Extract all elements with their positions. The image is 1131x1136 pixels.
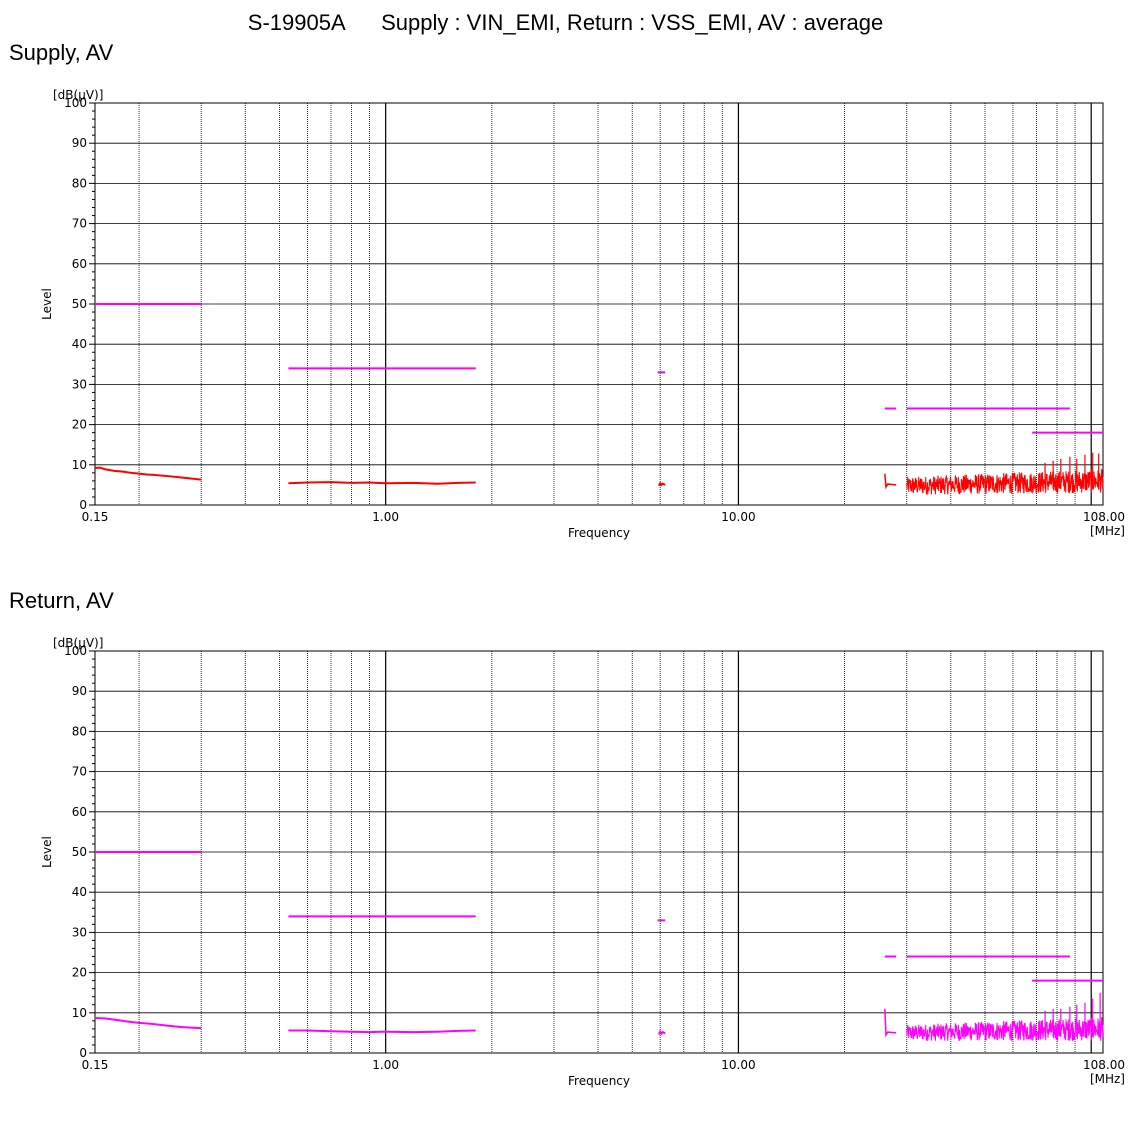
x-axis-unit: [MHz] (1090, 1072, 1125, 1086)
y-tick-label: 90 (72, 684, 87, 698)
y-tick-label: 0 (79, 1046, 87, 1060)
y-axis-label: Level (40, 288, 54, 320)
x-tick-label: 1.00 (372, 1058, 399, 1072)
measurement-trace (94, 466, 202, 481)
y-tick-label: 100 (64, 644, 87, 658)
chart-title: Supply, AV (9, 40, 114, 65)
measurement-trace (288, 1029, 476, 1034)
return-av-chart: 0 10 20 30 40 50 60 70 80 90 100 0.15 1.00 10.00 108.0… (40, 636, 1125, 1088)
y-tick-label: 70 (72, 765, 87, 779)
measurement-series (94, 992, 1104, 1041)
y-axis-ticks (89, 650, 95, 1054)
y-tick-label: 90 (72, 136, 87, 150)
limit-series (95, 303, 1103, 434)
x-tick-label: 108.00 (1083, 510, 1125, 524)
y-tick-label: 10 (72, 458, 87, 472)
y-tick-label: 80 (72, 176, 87, 190)
measurement-series (94, 452, 1104, 495)
grid (95, 103, 1103, 505)
measurement-noise-band (906, 1017, 1104, 1041)
y-tick-label: 80 (72, 724, 87, 738)
y-tick-label: 40 (72, 885, 87, 899)
measurement-trace (884, 473, 897, 490)
measurement-trace (884, 1008, 897, 1038)
x-tick-label: 10.00 (721, 1058, 755, 1072)
x-axis-unit: [MHz] (1090, 524, 1125, 538)
y-tick-label: 60 (72, 257, 87, 271)
y-tick-label: 20 (72, 966, 87, 980)
limit-series (95, 851, 1103, 982)
x-tick-label: 0.15 (82, 1058, 109, 1072)
supply-av-panel: Supply, AV 0 10 20 30 40 50 60 70 80 90 100 0.15 1.0… (0, 40, 1131, 588)
y-tick-label: 60 (72, 805, 87, 819)
y-tick-label: 50 (72, 845, 87, 859)
x-tick-label: 0.15 (82, 510, 109, 524)
return-av-panel: Return, AV 0 10 20 30 40 50 60 70 80 90 100 0.15 1.0… (0, 588, 1131, 1136)
page-title: S-19905A Supply : VIN_EMI, Return : VSS_… (247, 10, 884, 35)
x-axis-label: Frequency (568, 526, 630, 540)
y-tick-label: 70 (72, 217, 87, 231)
y-tick-label: 30 (72, 925, 87, 939)
chart-title: Return, AV (9, 588, 114, 613)
measurement-noise-band (906, 469, 1104, 495)
y-tick-label: 40 (72, 337, 87, 351)
y-tick-label: 20 (72, 418, 87, 432)
x-tick-label: 1.00 (372, 510, 399, 524)
x-tick-label: 10.00 (721, 510, 755, 524)
measurement-trace (94, 1017, 202, 1030)
y-axis-unit: [dB(μV)] (53, 636, 103, 650)
y-tick-label: 0 (79, 498, 87, 512)
measurement-trace (288, 481, 476, 485)
measurement-trace (657, 1029, 666, 1036)
y-tick-label: 100 (64, 96, 87, 110)
x-tick-label: 108.00 (1083, 1058, 1125, 1072)
y-tick-label: 10 (72, 1006, 87, 1020)
y-tick-label: 50 (72, 297, 87, 311)
grid (95, 651, 1103, 1053)
y-tick-label: 30 (72, 377, 87, 391)
y-axis-ticks (89, 102, 95, 506)
y-axis-label: Level (40, 836, 54, 868)
x-axis-label: Frequency (568, 1074, 630, 1088)
supply-av-chart: 0 10 20 30 40 50 60 70 80 90 100 0.15 1.00 10.00 108.0… (40, 88, 1125, 540)
y-axis-unit: [dB(μV)] (53, 88, 103, 102)
measurement-trace (658, 481, 666, 487)
